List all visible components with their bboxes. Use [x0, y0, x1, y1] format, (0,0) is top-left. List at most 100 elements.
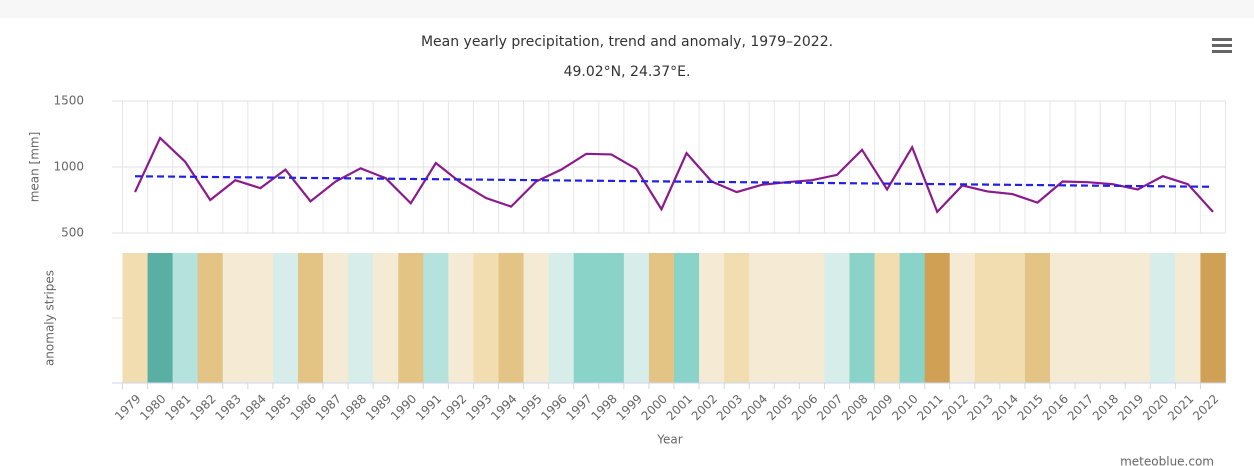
y-tick-label: 1000 — [53, 160, 84, 174]
x-tick-label: 2002 — [689, 392, 720, 423]
x-tick-label: 2012 — [939, 392, 970, 423]
anomaly-stripe — [1075, 253, 1101, 383]
anomaly-stripe — [1175, 253, 1201, 383]
anomaly-stripe — [423, 253, 449, 383]
anomaly-stripe — [272, 253, 299, 383]
anomaly-stripe — [122, 253, 148, 383]
anomaly-stripe — [623, 253, 650, 383]
anomaly-stripe — [1100, 253, 1126, 383]
x-tick-label: 1993 — [463, 392, 494, 423]
chart-title: Mean yearly precipitation, trend and ano… — [421, 34, 833, 50]
anomaly-stripe — [197, 253, 224, 383]
x-tick-label: 1980 — [137, 392, 168, 423]
x-tick-label: 1982 — [187, 392, 218, 423]
x-tick-label: 1998 — [588, 392, 619, 423]
x-tick-label: 2003 — [714, 392, 745, 423]
x-tick-label: 2019 — [1115, 392, 1146, 423]
x-tick-label: 1989 — [363, 392, 394, 423]
x-tick-label: 2018 — [1090, 392, 1121, 423]
x-tick-label: 1988 — [338, 392, 369, 423]
anomaly-stripe — [548, 253, 575, 383]
x-tick-label: 2005 — [764, 392, 795, 423]
anomaly-stripe — [498, 253, 524, 383]
x-tick-label: 2011 — [914, 392, 945, 423]
anomaly-stripe — [974, 253, 1001, 383]
x-tick-label: 1990 — [388, 392, 419, 423]
x-tick-label: 2022 — [1190, 392, 1221, 423]
anomaly-stripe — [924, 253, 951, 383]
top-bar — [0, 0, 1254, 18]
anomaly-stripe — [648, 253, 675, 383]
x-tick-label: 1996 — [538, 392, 569, 423]
anomaly-stripe — [849, 253, 875, 383]
anomaly-stripe — [523, 253, 549, 383]
anomaly-stripe — [899, 253, 925, 383]
x-tick-label: 2021 — [1165, 392, 1196, 423]
anomaly-stripe — [172, 253, 199, 383]
x-tick-label: 2009 — [864, 392, 895, 423]
x-tick-label: 2004 — [739, 392, 770, 423]
anomaly-stripe — [874, 253, 900, 383]
anomaly-stripe — [297, 253, 324, 383]
chart-subtitle: 49.02°N, 24.37°E. — [564, 64, 691, 80]
x-tick-label: 2000 — [639, 392, 670, 423]
anomaly-stripe — [1050, 253, 1076, 383]
x-tick-label: 2014 — [990, 392, 1021, 423]
anomaly-stripe — [749, 253, 775, 383]
anomaly-stripe — [724, 253, 750, 383]
x-tick-label: 2016 — [1040, 392, 1071, 423]
x-tick-label: 2015 — [1015, 392, 1046, 423]
anomaly-stripe — [598, 253, 625, 383]
anomaly-stripe — [799, 253, 825, 383]
anomaly-stripe — [398, 253, 424, 383]
x-tick-label: 2020 — [1140, 392, 1171, 423]
x-tick-label: 1987 — [313, 392, 344, 423]
y-axis-label: mean [mm] — [28, 132, 42, 203]
menu-button[interactable] — [1212, 38, 1232, 53]
x-tick-label: 1979 — [112, 392, 143, 423]
x-tick-label: 1995 — [513, 392, 544, 423]
x-tick-label: 1981 — [162, 392, 193, 423]
anomaly-stripe — [699, 253, 725, 383]
x-tick-label: 2013 — [964, 392, 995, 423]
x-tick-label: 2006 — [789, 392, 820, 423]
anomaly-stripe — [473, 253, 499, 383]
anomaly-stripe — [824, 253, 850, 383]
x-tick-label: 2017 — [1065, 392, 1096, 423]
anomaly-stripe — [147, 253, 173, 383]
x-tick-label: 2007 — [814, 392, 845, 423]
x-tick-label: 1992 — [438, 392, 469, 423]
anomaly-stripe — [1150, 253, 1176, 383]
anomaly-stripe — [323, 253, 349, 383]
anomaly-stripe — [949, 253, 976, 383]
anomaly-stripe — [1200, 253, 1226, 383]
credit: meteoblue.com — [1120, 455, 1214, 466]
x-tick-label: 1991 — [413, 392, 444, 423]
anomaly-stripe — [1125, 253, 1151, 383]
x-tick-label: 2010 — [889, 392, 920, 423]
y-tick-label: 500 — [61, 226, 84, 240]
anomaly-stripe — [222, 253, 249, 383]
x-tick-label: 1999 — [613, 392, 644, 423]
anomaly-stripe — [247, 253, 274, 383]
anomaly-stripe — [448, 253, 474, 383]
x-tick-label: 1997 — [563, 392, 594, 423]
anomaly-stripe — [674, 253, 700, 383]
stripes-label: anomaly stripes — [43, 270, 57, 366]
menu-bar — [1212, 44, 1232, 47]
x-tick-label: 1986 — [288, 392, 319, 423]
menu-bar — [1212, 38, 1232, 41]
x-axis-label: Year — [656, 433, 682, 447]
menu-bar — [1212, 50, 1232, 53]
anomaly-stripe — [999, 253, 1026, 383]
x-tick-label: 2001 — [664, 392, 695, 423]
anomaly-stripe — [373, 253, 399, 383]
x-tick-label: 1984 — [237, 392, 268, 423]
anomaly-stripe — [348, 253, 374, 383]
precipitation-line — [134, 136, 1214, 214]
anomaly-stripe — [774, 253, 800, 383]
x-tick-label: 1994 — [488, 392, 519, 423]
anomaly-stripe — [573, 253, 600, 383]
anomaly-stripe — [1024, 253, 1051, 383]
